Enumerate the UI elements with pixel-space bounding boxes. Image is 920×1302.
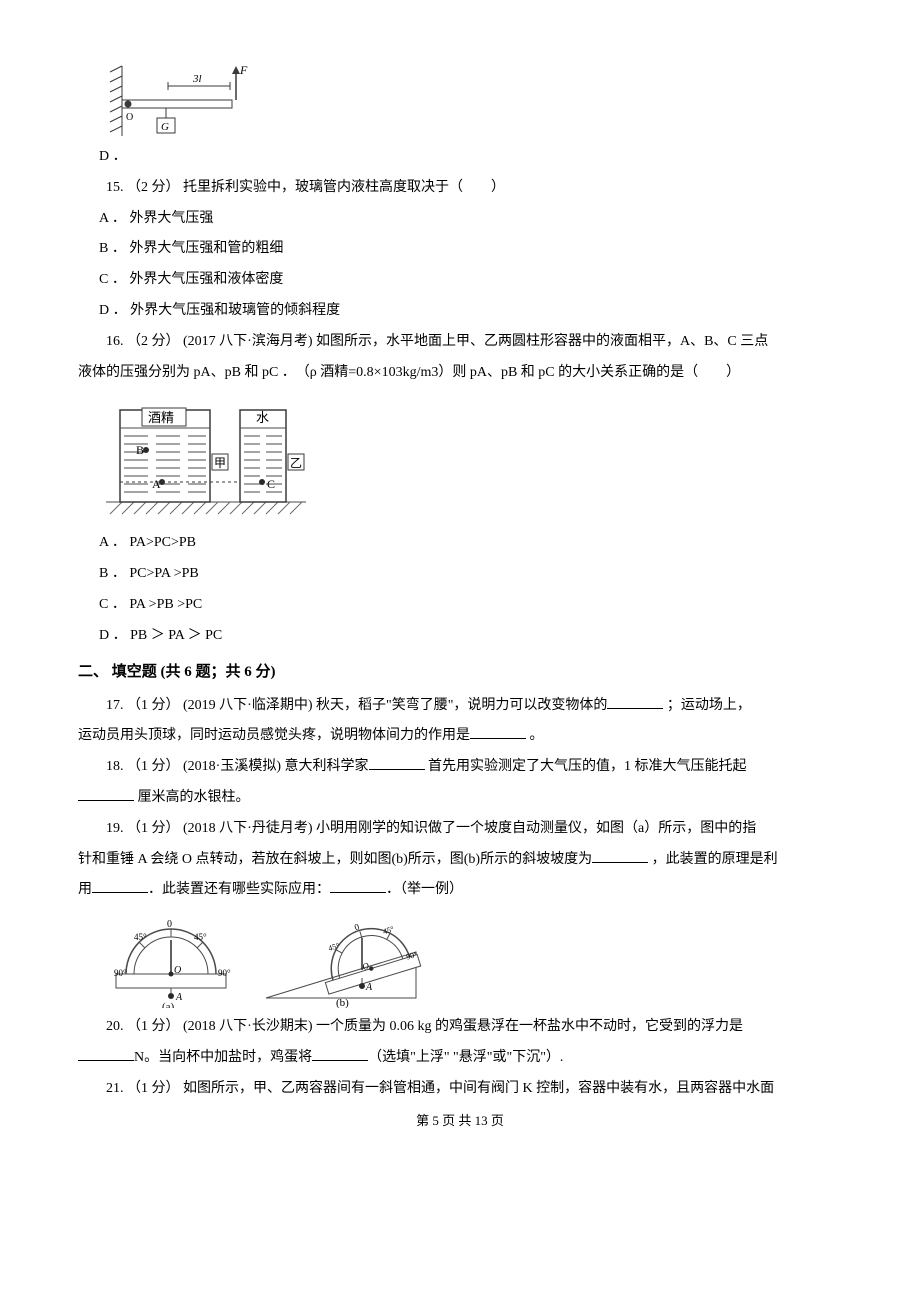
q16-stem-1: 16. （2 分） (2017 八下·滨海月考) 如图所示，水平地面上甲、乙两圆…	[78, 327, 842, 358]
q18-blank1	[369, 755, 425, 770]
q17-line2a: 运动员用头顶球，同时运动员感觉头疼，说明物体间力的作用是	[78, 728, 470, 743]
q20-line1: 20. （1 分） (2018 八下·长沙期末) 一个质量为 0.06 kg 的…	[78, 1012, 842, 1043]
q17-line2b: 。	[526, 728, 544, 743]
q17-part1: 17. （1 分） (2019 八下·临泽期中) 秋天，稻子"笑弯了腰"，说明力…	[106, 698, 607, 713]
lever-G: G	[161, 121, 169, 133]
section-2-title: 二、 填空题 (共 6 题；共 6 分)	[78, 656, 842, 689]
q16-D: D ． PB ＞ PA ＞ PC	[78, 621, 842, 652]
q20-line2a: N。当向杯中加盐时，鸡蛋将	[134, 1050, 312, 1065]
q14-option-d: D ．	[78, 142, 842, 173]
svg-text:酒精: 酒精	[148, 410, 174, 425]
q17-part2: ；运动场上，	[663, 698, 751, 713]
q19-figure: 0 45° 45° 90° 90° O A (a)	[106, 912, 842, 1008]
svg-text:A: A	[152, 477, 161, 491]
q16-C: C ． PA >PB >PC	[78, 590, 842, 621]
q17-line2: 运动员用头顶球，同时运动员感觉头疼，说明物体间力的作用是 。	[78, 721, 842, 752]
q19-blank1	[592, 848, 648, 863]
svg-text:B: B	[136, 443, 144, 457]
lever-O: O	[126, 112, 133, 123]
q18-part2: 首先用实验测定了大气压的值，1 标准大气压能托起	[425, 759, 747, 774]
lever-3l: 3l	[192, 73, 202, 85]
q20-blank1	[78, 1046, 134, 1061]
q19-part3c: ．（举一例）	[386, 882, 463, 897]
svg-text:C: C	[267, 477, 275, 491]
svg-text:A: A	[365, 982, 373, 993]
svg-text:乙: 乙	[290, 456, 302, 470]
q18-line2t: 厘米高的水银柱。	[134, 790, 250, 805]
q15-A: A ． 外界大气压强	[78, 204, 842, 235]
q18-blank2	[78, 786, 134, 801]
svg-text:O: O	[174, 965, 181, 976]
lever-F: F	[239, 64, 248, 77]
page-footer: 第 5 页 共 13 页	[78, 1107, 842, 1136]
q19-line2: 针和重锤 A 会绕 O 点转动，若放在斜坡上，则如图(b)所示，图(b)所示的斜…	[78, 845, 842, 876]
q19-part3a: 用	[78, 882, 92, 897]
q16-B: B ． PC>PA >PB	[78, 559, 842, 590]
q15-D: D ． 外界大气压强和玻璃管的倾斜程度	[78, 296, 842, 327]
q21-line1: 21. （1 分） 如图所示，甲、乙两容器间有一斜管相通，中间有阀门 K 控制，…	[78, 1074, 842, 1105]
q20-line2: N。当向杯中加盐时，鸡蛋将 （选填"上浮" "悬浮"或"下沉"）.	[78, 1043, 842, 1074]
q19-part2b: ，此装置的原理是利	[648, 852, 778, 867]
q18: 18. （1 分） (2018·玉溪模拟) 意大利科学家 首先用实验测定了大气压…	[78, 752, 842, 783]
q15-B: B ． 外界大气压强和管的粗细	[78, 234, 842, 265]
svg-text:45°: 45°	[134, 932, 147, 942]
q19-part3b: ．此装置还有哪些实际应用：	[148, 882, 330, 897]
q15-stem: 15. （2 分） 托里拆利实验中，玻璃管内液柱高度取决于（ ）	[78, 173, 842, 204]
svg-text:90°: 90°	[218, 968, 231, 978]
svg-text:A: A	[175, 992, 183, 1003]
q17-blank2	[470, 724, 526, 739]
svg-text:45°: 45°	[194, 932, 207, 942]
q18-line2: 厘米高的水银柱。	[78, 783, 842, 814]
q18-part1: 18. （1 分） (2018·玉溪模拟) 意大利科学家	[106, 759, 369, 774]
q19-line3: 用 ．此装置还有哪些实际应用： ．（举一例）	[78, 875, 842, 906]
q19-blank3	[330, 878, 386, 893]
q15-C: C ． 外界大气压强和液体密度	[78, 265, 842, 296]
q14-figure-d: O 3l F G	[106, 64, 842, 138]
svg-text:90°: 90°	[114, 968, 127, 978]
q20-blank2	[312, 1046, 368, 1061]
q19-part2a: 针和重锤 A 会绕 O 点转动，若放在斜坡上，则如图(b)所示，图(b)所示的斜…	[78, 852, 592, 867]
svg-text:(b): (b)	[336, 997, 349, 1008]
svg-text:(a): (a)	[162, 1001, 175, 1008]
svg-text:甲: 甲	[214, 456, 226, 470]
q16-figure: 酒精 B A 甲	[106, 398, 842, 518]
svg-text:0: 0	[167, 919, 172, 930]
q17-blank1	[607, 694, 663, 709]
q16-stem-2: 液体的压强分别为 pA、pB 和 pC ． （ρ 酒精=0.8×103kg/m3…	[78, 358, 842, 389]
q19-blank2	[92, 878, 148, 893]
q19-line1: 19. （1 分） (2018 八下·丹徒月考) 小明用刚学的知识做了一个坡度自…	[78, 814, 842, 845]
q17: 17. （1 分） (2019 八下·临泽期中) 秋天，稻子"笑弯了腰"，说明力…	[78, 691, 842, 722]
q16-A: A ． PA>PC>PB	[78, 528, 842, 559]
q20-line2b: （选填"上浮" "悬浮"或"下沉"）.	[368, 1050, 563, 1065]
svg-text:水: 水	[256, 410, 269, 425]
